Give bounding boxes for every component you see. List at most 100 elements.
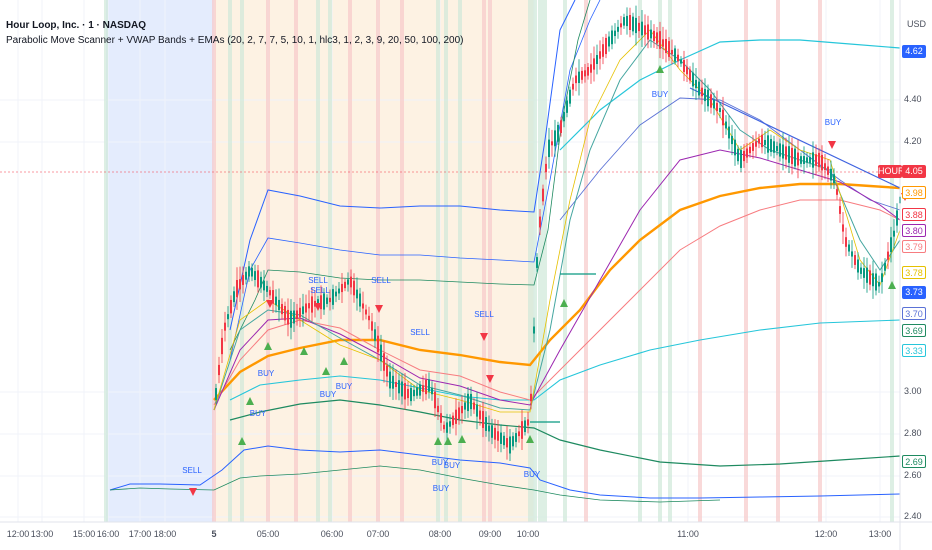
buy-signal-label: BUY <box>651 90 669 99</box>
candle <box>893 219 895 249</box>
candle <box>260 271 262 293</box>
candle <box>368 306 370 330</box>
candle <box>467 386 469 418</box>
candle <box>611 25 613 50</box>
candle <box>788 135 790 174</box>
signal-bar <box>658 0 662 522</box>
price-axis-label: 3.00 <box>904 386 922 396</box>
candle <box>587 63 589 80</box>
candle <box>539 209 541 235</box>
candle <box>563 106 565 128</box>
ema-9-line <box>213 29 901 413</box>
candle <box>227 306 229 328</box>
symbol-title[interactable]: Hour Loop, Inc. · 1 · NASDAQ <box>6 20 146 31</box>
candle <box>332 284 334 310</box>
candle <box>455 398 457 436</box>
candle <box>374 322 376 348</box>
candle <box>488 415 490 442</box>
candle <box>677 48 679 68</box>
candle <box>293 301 295 333</box>
candle <box>755 131 757 157</box>
candle <box>656 26 658 50</box>
vwap-lower-band-green <box>229 399 901 467</box>
candle <box>548 127 550 169</box>
candle <box>464 393 466 419</box>
candle <box>542 184 544 206</box>
time-axis-label: 07:00 <box>366 529 390 539</box>
candle <box>569 86 571 107</box>
candle <box>305 294 307 322</box>
candle <box>278 288 280 322</box>
candle <box>308 290 310 322</box>
price-axis-label: 2.40 <box>904 511 922 521</box>
candle <box>515 427 517 448</box>
candle <box>218 356 220 384</box>
signal-bar <box>436 0 440 522</box>
price-axis-label: 2.80 <box>904 428 922 438</box>
candle <box>347 272 349 292</box>
time-axis-label: 10:00 <box>516 529 540 539</box>
buy-arrow <box>322 367 330 375</box>
buy-signal-label: BUY <box>432 484 450 493</box>
price-tag: 3.33 <box>902 344 926 357</box>
candle <box>872 260 874 299</box>
candle <box>851 240 853 268</box>
candle <box>419 381 421 399</box>
candle <box>776 141 778 156</box>
candle <box>311 287 313 322</box>
candle <box>290 299 292 340</box>
signal-bar <box>328 0 332 522</box>
buy-arrow <box>888 281 896 289</box>
candle <box>689 66 691 84</box>
candle <box>713 92 715 116</box>
candle <box>866 257 868 293</box>
time-axis-label: 11:00 <box>677 529 699 539</box>
candle <box>263 270 265 301</box>
candle <box>476 391 478 430</box>
candle <box>401 373 403 405</box>
candle <box>719 101 721 119</box>
candle <box>590 53 592 84</box>
candle <box>770 134 772 157</box>
candle <box>626 7 628 35</box>
candle <box>221 328 223 364</box>
candle <box>272 280 274 314</box>
ema-100-line <box>213 199 901 406</box>
candle <box>530 385 532 410</box>
buy-arrow <box>238 437 246 445</box>
signal-bar <box>488 0 492 522</box>
currency-unit[interactable]: USD <box>907 19 927 29</box>
candle <box>602 36 604 65</box>
candle <box>230 295 232 318</box>
candle <box>653 24 655 48</box>
candle <box>599 40 601 70</box>
candle <box>554 119 556 157</box>
candle <box>815 144 817 176</box>
candle <box>413 384 415 402</box>
candle <box>752 135 754 159</box>
candle <box>803 146 805 174</box>
candle <box>731 124 733 156</box>
candle <box>767 128 769 160</box>
time-axis-label: 13:00 <box>868 529 892 539</box>
candle <box>287 298 289 337</box>
buy-arrow <box>444 437 452 445</box>
candle <box>389 363 391 397</box>
price-tag: 3.88 <box>902 208 926 221</box>
sell-arrow <box>314 303 322 311</box>
candle <box>482 401 484 438</box>
candle <box>224 311 226 342</box>
sell-arrow <box>486 375 494 383</box>
candle <box>647 15 649 49</box>
candle <box>302 293 304 327</box>
candle <box>434 383 436 417</box>
ema-50-line <box>213 149 901 411</box>
signal-bar <box>538 0 547 522</box>
candle <box>452 412 454 429</box>
candle <box>359 287 361 313</box>
signal-bar <box>294 0 298 522</box>
buy-signal-label: BUY <box>257 369 275 378</box>
candle <box>410 383 412 406</box>
indicator-title[interactable]: Parabolic Move Scanner + VWAP Bands + EM… <box>6 35 464 46</box>
